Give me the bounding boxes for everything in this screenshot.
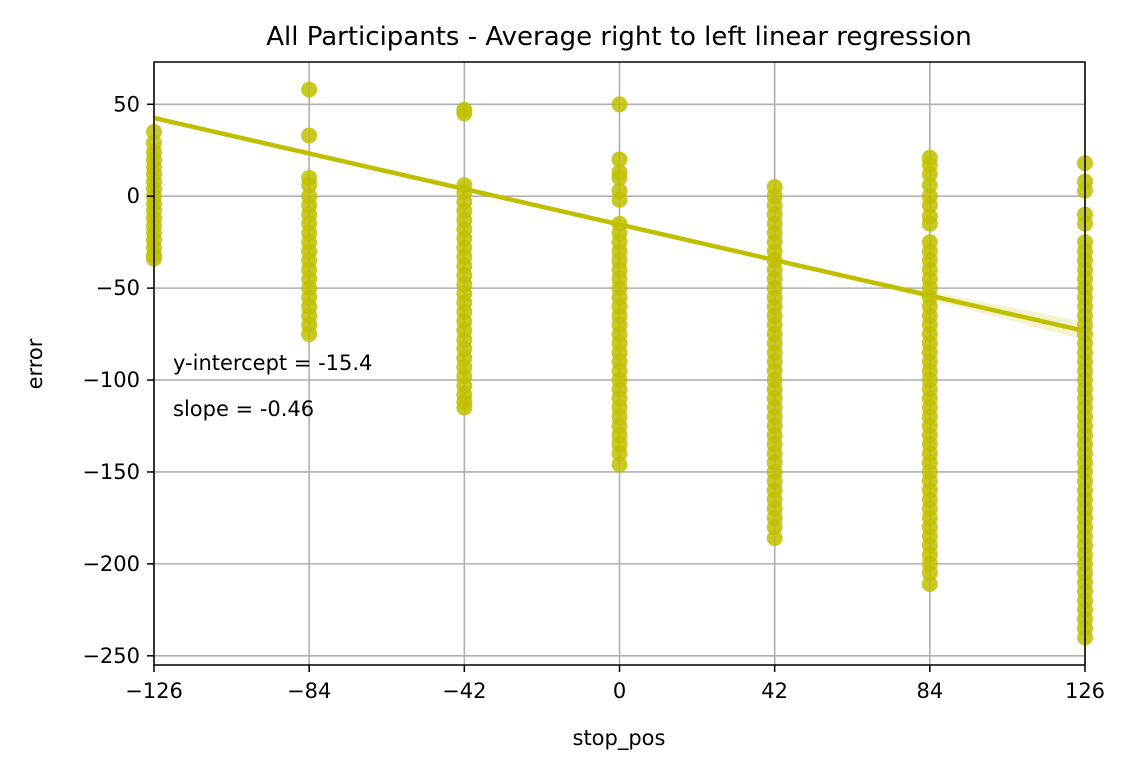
x-tick-label: 42	[761, 679, 788, 703]
data-point	[611, 96, 628, 113]
data-point	[921, 197, 938, 214]
data-point	[921, 177, 938, 194]
data-point	[301, 127, 318, 144]
data-point	[611, 169, 628, 186]
x-tick-label: −42	[442, 679, 486, 703]
y-tick-label: −200	[82, 552, 140, 576]
y-tick-label: −100	[82, 368, 140, 392]
data-point	[611, 151, 628, 168]
y-tick-label: −150	[82, 460, 140, 484]
x-axis-label: stop_pos	[573, 726, 666, 751]
x-tick-label: 126	[1065, 679, 1105, 703]
regression-line-group	[153, 115, 1086, 334]
y-tick-label: −250	[82, 644, 140, 668]
intercept-annotation: y-intercept = -15.4	[173, 351, 372, 375]
x-tick-label: 84	[916, 679, 943, 703]
data-point	[921, 576, 938, 593]
axis-ticks: −126 −84 −42 0 42 84 126 50 0 −50 −100 −150 −200 −250	[82, 92, 1105, 703]
y-tick-label: −50	[96, 276, 140, 300]
data-point	[301, 81, 318, 98]
data-point	[921, 215, 938, 232]
data-point	[921, 565, 938, 582]
data-point	[611, 456, 628, 473]
y-tick-label: 0	[127, 184, 140, 208]
data-point	[611, 191, 628, 208]
data-point	[766, 530, 783, 547]
data-point	[456, 105, 473, 122]
data-point	[301, 177, 318, 194]
data-point	[766, 519, 783, 536]
chart-title: All Participants - Average right to left…	[266, 22, 972, 52]
data-point	[301, 326, 318, 343]
data-point	[456, 399, 473, 416]
data-point	[611, 445, 628, 462]
x-tick-label: −126	[125, 679, 183, 703]
slope-annotation: slope = -0.46	[173, 397, 314, 421]
x-tick-label: −84	[287, 679, 331, 703]
y-axis-label: error	[23, 338, 47, 389]
y-tick-label: 50	[113, 92, 140, 116]
regression-line	[153, 115, 1086, 334]
data-point	[921, 166, 938, 183]
x-tick-label: 0	[613, 679, 626, 703]
